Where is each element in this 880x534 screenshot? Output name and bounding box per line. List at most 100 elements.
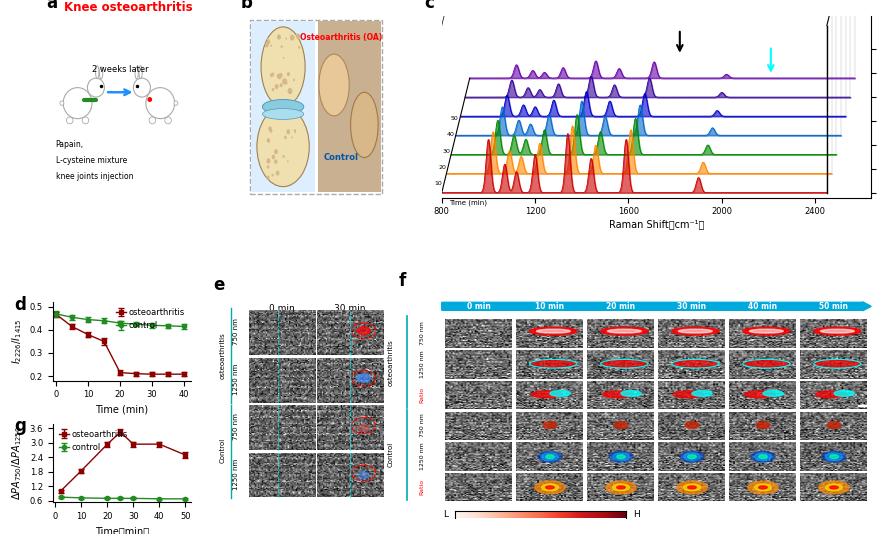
Circle shape xyxy=(281,45,282,48)
Text: Control: Control xyxy=(387,442,393,467)
Text: 1250 nm: 1250 nm xyxy=(233,459,239,490)
Text: 30: 30 xyxy=(443,148,451,154)
Text: 750 nm: 750 nm xyxy=(233,319,239,345)
Circle shape xyxy=(275,170,280,176)
Circle shape xyxy=(279,73,282,77)
X-axis label: Time（min）: Time（min） xyxy=(95,526,149,534)
Y-axis label: $\Delta PA_{750}/\Delta PA_{1250}$: $\Delta PA_{750}/\Delta PA_{1250}$ xyxy=(11,426,24,500)
Circle shape xyxy=(290,35,295,41)
Circle shape xyxy=(268,127,272,131)
Circle shape xyxy=(277,34,281,40)
Text: 0 min: 0 min xyxy=(467,302,491,311)
Circle shape xyxy=(286,81,288,83)
Text: 1250 nm: 1250 nm xyxy=(420,442,424,470)
Ellipse shape xyxy=(149,117,156,124)
Text: osteoarthritis: osteoarthritis xyxy=(219,332,225,379)
Ellipse shape xyxy=(139,66,143,78)
Ellipse shape xyxy=(262,108,304,120)
Ellipse shape xyxy=(60,101,64,105)
Ellipse shape xyxy=(262,99,304,114)
Circle shape xyxy=(293,78,295,81)
Y-axis label: $I_{2226}/I_{1415}$: $I_{2226}/I_{1415}$ xyxy=(11,319,25,364)
Circle shape xyxy=(282,155,284,158)
Ellipse shape xyxy=(257,107,309,186)
Circle shape xyxy=(287,160,289,162)
Ellipse shape xyxy=(134,78,150,97)
Circle shape xyxy=(291,136,293,138)
Circle shape xyxy=(285,37,287,40)
FancyArrow shape xyxy=(442,302,871,311)
Ellipse shape xyxy=(148,98,151,101)
Circle shape xyxy=(295,131,296,134)
Ellipse shape xyxy=(67,117,73,124)
Text: 50 min: 50 min xyxy=(819,302,848,311)
Circle shape xyxy=(270,74,273,77)
Text: c: c xyxy=(424,0,435,12)
Text: 40: 40 xyxy=(447,132,455,137)
Circle shape xyxy=(270,44,272,47)
Circle shape xyxy=(286,130,290,134)
Text: Control: Control xyxy=(219,438,225,463)
Circle shape xyxy=(283,155,285,157)
Text: Time (min): Time (min) xyxy=(449,200,487,206)
Circle shape xyxy=(267,165,269,169)
Text: a: a xyxy=(46,0,57,12)
Circle shape xyxy=(282,78,287,85)
Text: 10: 10 xyxy=(435,181,443,186)
X-axis label: Raman Shift（cm⁻¹）: Raman Shift（cm⁻¹） xyxy=(609,219,704,229)
Circle shape xyxy=(267,138,270,143)
Ellipse shape xyxy=(261,27,305,107)
Text: Papain,: Papain, xyxy=(55,140,84,148)
Text: 0 min: 0 min xyxy=(269,304,295,313)
Circle shape xyxy=(284,136,287,139)
Ellipse shape xyxy=(96,66,99,78)
Ellipse shape xyxy=(165,117,172,124)
Circle shape xyxy=(267,176,269,180)
Text: 30 min: 30 min xyxy=(678,302,707,311)
Text: 1250 nm: 1250 nm xyxy=(420,350,424,378)
Ellipse shape xyxy=(319,54,349,116)
Circle shape xyxy=(287,129,290,133)
Text: 750 nm: 750 nm xyxy=(420,321,424,345)
Circle shape xyxy=(287,72,290,76)
Circle shape xyxy=(277,74,282,80)
Text: e: e xyxy=(213,276,224,294)
Legend: osteoarthritis, control: osteoarthritis, control xyxy=(57,428,129,453)
Text: 750 nm: 750 nm xyxy=(420,413,424,437)
Text: 2 weeks later: 2 weeks later xyxy=(92,65,149,74)
Text: Osteoarthritis (OA): Osteoarthritis (OA) xyxy=(300,33,382,42)
Text: 10 min: 10 min xyxy=(535,302,565,311)
Bar xyxy=(858,405,867,406)
Circle shape xyxy=(267,40,270,44)
Bar xyxy=(318,21,381,192)
Circle shape xyxy=(272,88,275,91)
Text: Ratio: Ratio xyxy=(420,387,424,403)
Circle shape xyxy=(272,174,274,177)
Text: 1250 nm: 1250 nm xyxy=(233,364,239,395)
Circle shape xyxy=(288,88,292,94)
X-axis label: Time (min): Time (min) xyxy=(95,405,148,415)
Circle shape xyxy=(269,129,273,132)
Circle shape xyxy=(298,46,300,49)
Ellipse shape xyxy=(63,88,92,119)
Text: b: b xyxy=(240,0,253,12)
Text: 30 min: 30 min xyxy=(334,304,366,313)
Ellipse shape xyxy=(99,67,103,79)
Ellipse shape xyxy=(135,67,138,79)
Circle shape xyxy=(265,42,268,48)
Text: 20: 20 xyxy=(439,165,447,170)
Ellipse shape xyxy=(82,117,89,124)
Text: L-cysteine mixture: L-cysteine mixture xyxy=(55,156,127,165)
Ellipse shape xyxy=(350,92,378,158)
Circle shape xyxy=(280,83,282,87)
Circle shape xyxy=(267,38,269,41)
Ellipse shape xyxy=(174,101,178,105)
Text: Ratio: Ratio xyxy=(420,478,424,494)
Circle shape xyxy=(296,33,300,39)
Bar xyxy=(252,21,315,192)
Ellipse shape xyxy=(87,78,105,97)
Text: g: g xyxy=(14,418,26,435)
Text: d: d xyxy=(14,296,26,314)
Circle shape xyxy=(275,84,279,89)
Circle shape xyxy=(274,160,277,164)
